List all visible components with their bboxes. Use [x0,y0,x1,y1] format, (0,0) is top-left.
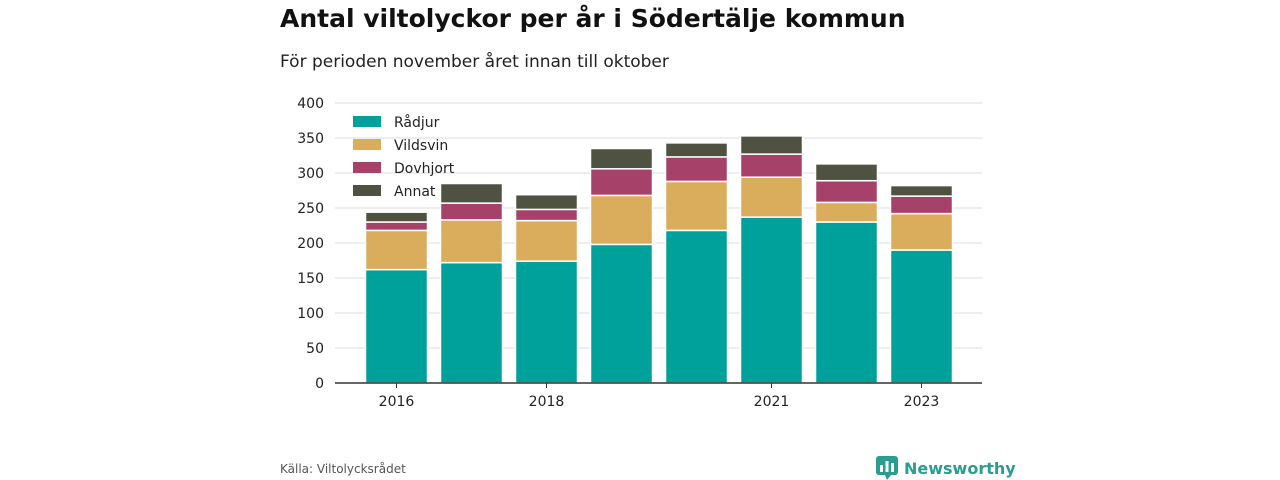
bar-segment [439,219,504,264]
y-tick-label: 150 [297,271,324,287]
y-tick-label: 400 [297,96,324,112]
legend: Rådjur Vildsvin Dovhjort Annat [353,114,455,200]
y-axis-ticks: 0 50 100 150 200 250 300 350 400 [297,96,324,392]
bar-segment [664,180,729,232]
x-tick-label: 2018 [529,394,565,410]
x-axis: 2016 2018 2021 2023 [335,382,982,410]
bar-segment [514,193,579,211]
bar-segment [364,229,429,271]
bar-segment [664,142,729,158]
bar-segment [814,221,879,384]
bar-segment [589,243,654,384]
legend-label: Dovhjort [394,161,455,177]
y-tick-label: 250 [297,201,324,217]
bar-segment [739,176,804,218]
bar-segment [739,153,804,178]
y-tick-label: 300 [297,166,324,182]
y-tick-label: 100 [297,306,324,322]
y-tick-label: 50 [306,341,324,357]
bar-segment [589,194,654,246]
newsworthy-logo-icon [876,456,898,480]
x-tick-label: 2016 [379,394,415,410]
bar-segment [889,195,954,215]
bar-segment [814,179,879,204]
bar-segment [514,219,579,262]
bar-segment [889,249,954,384]
x-tick-label: 2023 [904,394,940,410]
chart-subtitle: För perioden november året innan till ok… [280,52,669,72]
bar-segment [889,212,954,251]
bar-segment [364,221,429,232]
bars [364,135,954,384]
bar-segment [439,202,504,221]
bar-segment [514,260,579,384]
bar-segment [739,135,804,155]
bar-segment [664,229,729,384]
legend-label: Vildsvin [394,138,448,154]
legend-label: Rådjur [394,114,440,131]
bar-segment [889,184,954,197]
brand: Newsworthy [876,456,1016,480]
legend-label: Annat [394,184,436,200]
y-tick-label: 200 [297,236,324,252]
source-note: Källa: Viltolycksrådet [280,462,406,476]
bar-segment [514,208,579,222]
bar-segment [814,201,879,223]
bar-segment [439,261,504,384]
y-tick-label: 0 [315,376,324,392]
bar-segment [589,168,654,197]
chart-title: Antal viltolyckor per år i Södertälje ko… [280,4,906,33]
bar-segment [364,268,429,384]
legend-swatch [353,116,381,127]
bar-segment [664,156,729,183]
bar-segment [589,147,654,170]
bar-segment [739,216,804,384]
legend-swatch [353,162,381,173]
bar-segment [439,182,504,204]
y-tick-label: 350 [297,131,324,147]
bar-segment [814,163,879,182]
bar-segment [364,211,429,223]
legend-swatch [353,139,381,150]
brand-label: Newsworthy [904,458,1016,478]
x-tick-label: 2021 [754,394,790,410]
legend-swatch [353,185,381,196]
